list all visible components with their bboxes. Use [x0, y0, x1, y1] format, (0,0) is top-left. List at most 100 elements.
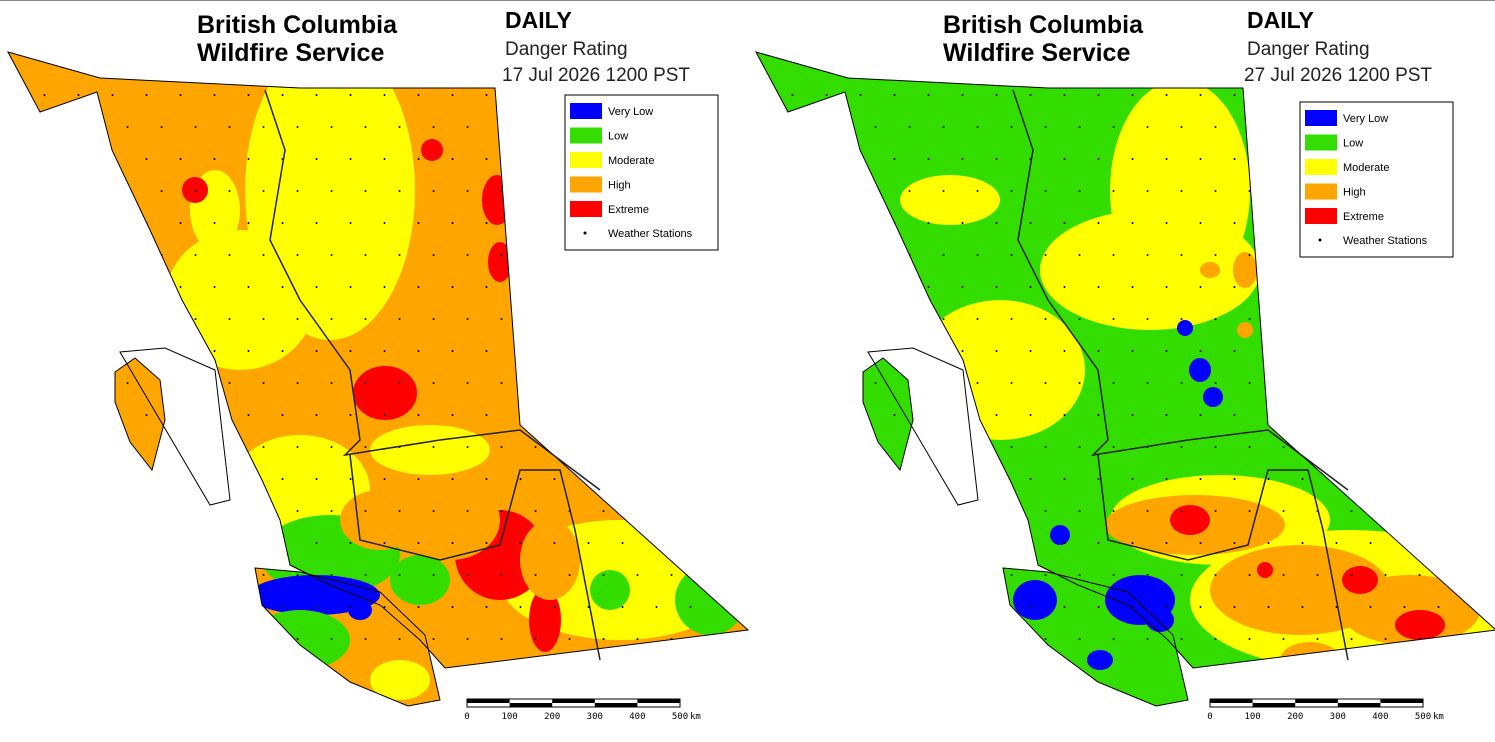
- weather-station: [976, 382, 979, 384]
- weather-station: [1078, 382, 1081, 384]
- weather-station: [281, 542, 284, 544]
- weather-station: [1248, 318, 1251, 320]
- legend-label: Weather Stations: [608, 228, 693, 240]
- weather-station: [893, 286, 896, 288]
- weather-station: [451, 350, 454, 352]
- weather-station: [723, 414, 726, 416]
- weather-station: [927, 158, 930, 160]
- weather-station: [859, 414, 862, 416]
- weather-station: [1350, 638, 1353, 640]
- weather-station: [1316, 446, 1319, 448]
- weather-station: [58, 446, 61, 448]
- scale-label: 0: [464, 712, 469, 722]
- weather-station: [451, 286, 454, 288]
- weather-station: [194, 126, 197, 128]
- weather-station: [689, 542, 692, 544]
- weather-station: [145, 350, 148, 352]
- subtitle: Danger Rating: [1247, 39, 1370, 60]
- weather-station: [1214, 318, 1217, 320]
- province-outline: [755, 51, 1495, 669]
- weather-station: [1267, 478, 1270, 480]
- weather-station: [670, 446, 673, 448]
- fire-centre-boundary: [349, 454, 601, 661]
- weather-station: [398, 318, 401, 320]
- weather-station: [43, 478, 46, 480]
- weather-station: [655, 414, 658, 416]
- weather-station: [247, 286, 250, 288]
- weather-station: [281, 478, 284, 480]
- weather-station: [519, 478, 522, 480]
- weather-station: [636, 318, 639, 320]
- weather-station: [1214, 638, 1217, 640]
- weather-station: [1063, 414, 1066, 416]
- danger-zone: [1040, 210, 1260, 330]
- weather-station: [942, 382, 945, 384]
- weather-station: [942, 574, 945, 576]
- weather-station: [1029, 286, 1032, 288]
- weather-station: [519, 158, 522, 160]
- weather-station: [1131, 286, 1134, 288]
- weather-station: [383, 222, 386, 224]
- weather-station: [1350, 382, 1353, 384]
- weather-station: [77, 414, 80, 416]
- weather-station: [738, 190, 741, 192]
- legend-box: [1299, 101, 1454, 258]
- weather-station: [1131, 222, 1134, 224]
- weather-station: [1010, 382, 1013, 384]
- weather-station: [636, 254, 639, 256]
- weather-station: [791, 286, 794, 288]
- weather-station: [228, 254, 231, 256]
- weather-station: [1403, 286, 1406, 288]
- weather-station: [1029, 350, 1032, 352]
- weather-station: [1316, 574, 1319, 576]
- weather-station: [1471, 94, 1474, 96]
- weather-station: [43, 606, 46, 608]
- weather-station: [519, 606, 522, 608]
- scale-label: 100: [501, 712, 517, 722]
- weather-station: [111, 222, 114, 224]
- legend-label: Very Low: [1343, 113, 1388, 125]
- weather-station: [874, 126, 877, 128]
- weather-station: [58, 126, 61, 128]
- weather-station: [1063, 478, 1066, 480]
- weather-station: [893, 478, 896, 480]
- weather-station: [111, 94, 114, 96]
- weather-station: [398, 190, 401, 192]
- weather-station: [262, 446, 265, 448]
- weather-station: [1010, 510, 1013, 512]
- weather-station: [1199, 158, 1202, 160]
- weather-station: [485, 286, 488, 288]
- weather-station: [1214, 382, 1217, 384]
- weather-station: [364, 126, 367, 128]
- danger-zone: [348, 600, 372, 620]
- weather-station: [349, 414, 352, 416]
- weather-station: [126, 318, 129, 320]
- weather-station: [587, 286, 590, 288]
- weather-station: [364, 382, 367, 384]
- weather-station: [927, 350, 930, 352]
- weather-station: [1471, 478, 1474, 480]
- weather-station: [1486, 574, 1489, 576]
- weather-station: [1044, 510, 1047, 512]
- weather-station: [738, 638, 741, 640]
- weather-station: [976, 318, 979, 320]
- weather-station: [315, 478, 318, 480]
- weather-station: [485, 222, 488, 224]
- weather-station: [1233, 94, 1236, 96]
- weather-station: [145, 478, 148, 480]
- weather-station: [1214, 254, 1217, 256]
- weather-station: [1199, 222, 1202, 224]
- weather-station: [432, 190, 435, 192]
- weather-station: [995, 542, 998, 544]
- weather-station: [1029, 222, 1032, 224]
- weather-station: [1486, 318, 1489, 320]
- legend-swatch: [1305, 208, 1337, 224]
- weather-station: [92, 510, 95, 512]
- scale-bar-segment: [467, 699, 510, 703]
- danger-zone: [370, 425, 490, 475]
- legend-station-dot: [1318, 238, 1322, 242]
- weather-station: [1335, 94, 1338, 96]
- weather-station: [995, 606, 998, 608]
- weather-station: [1097, 414, 1100, 416]
- weather-station: [383, 606, 386, 608]
